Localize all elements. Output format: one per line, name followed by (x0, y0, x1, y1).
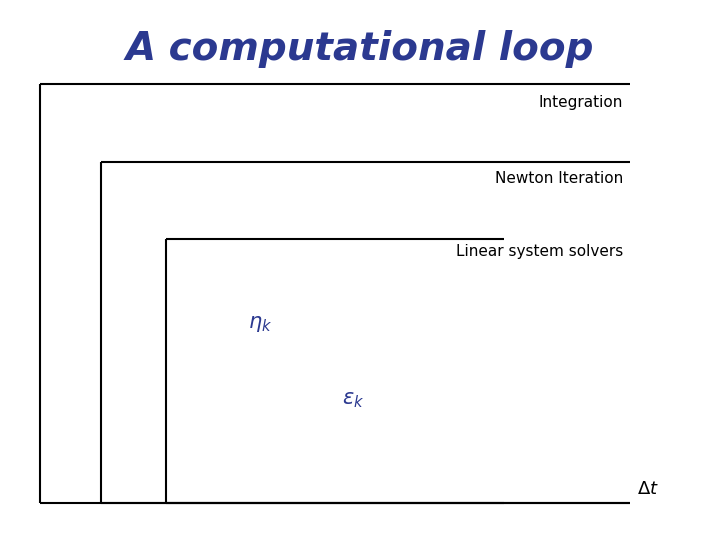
Text: Newton Iteration: Newton Iteration (495, 171, 623, 186)
Text: Integration: Integration (539, 95, 623, 110)
Text: $\Delta t$: $\Delta t$ (637, 480, 659, 498)
Text: $\epsilon_k$: $\epsilon_k$ (342, 389, 364, 410)
Text: Linear system solvers: Linear system solvers (456, 244, 623, 259)
Text: $\eta_k$: $\eta_k$ (248, 314, 273, 334)
Text: A computational loop: A computational loop (126, 30, 594, 68)
